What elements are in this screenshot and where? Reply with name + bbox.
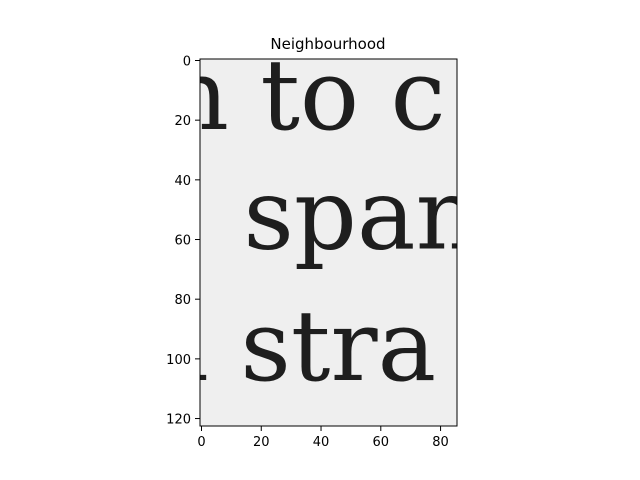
y-tick-label: 80 bbox=[174, 293, 191, 308]
x-tick-label: 0 bbox=[197, 435, 205, 450]
y-tick-label: 20 bbox=[174, 114, 191, 129]
x-tick-label: 60 bbox=[373, 435, 390, 450]
y-tick-label: 40 bbox=[174, 174, 191, 189]
image-text-line-3: l stra bbox=[178, 290, 437, 404]
axes-frame bbox=[199, 58, 458, 427]
image-text-line-1: n to c bbox=[166, 39, 446, 153]
y-tick-label: 100 bbox=[166, 353, 191, 368]
y-tick-label: 120 bbox=[166, 413, 191, 428]
y-axis: 0 20 40 60 80 100 120 bbox=[166, 54, 200, 428]
chart-title: Neighbourhood bbox=[270, 35, 385, 53]
x-axis: 0 20 40 60 80 bbox=[197, 426, 449, 450]
image-text-line-2: span bbox=[243, 158, 479, 272]
x-tick-label: 80 bbox=[432, 435, 449, 450]
x-tick-label: 20 bbox=[253, 435, 270, 450]
image-background bbox=[200, 59, 457, 426]
y-tick-label: 0 bbox=[183, 54, 191, 69]
x-tick-label: 40 bbox=[313, 435, 330, 450]
y-tick-label: 60 bbox=[174, 234, 191, 249]
